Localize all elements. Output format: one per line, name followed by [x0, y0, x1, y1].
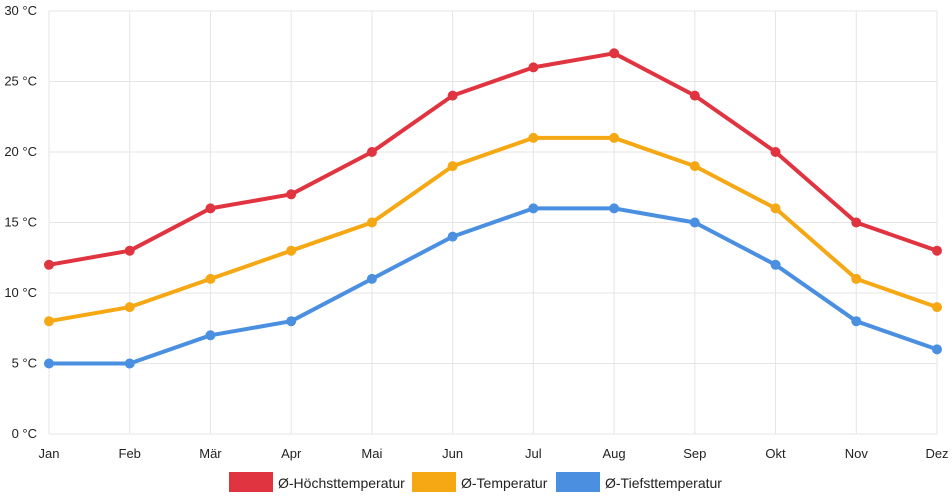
data-point: [528, 203, 539, 214]
series-line-1: [47, 135, 939, 324]
data-point: [44, 358, 54, 369]
legend-swatch: [229, 472, 273, 492]
x-tick-label: Jan: [39, 446, 60, 461]
data-point: [689, 217, 700, 228]
y-tick-label: 15 °C: [4, 215, 37, 230]
y-tick-label: 0 °C: [12, 426, 37, 441]
data-point: [851, 217, 862, 228]
data-point: [124, 358, 135, 369]
data-point: [770, 147, 781, 157]
legend-swatch: [556, 472, 600, 492]
data-point: [770, 203, 781, 214]
data-point: [609, 48, 620, 59]
x-tick-label: Mär: [199, 446, 222, 461]
y-tick-label: 25 °C: [4, 74, 37, 89]
data-point: [528, 132, 539, 143]
data-point: [932, 344, 942, 355]
data-point: [124, 302, 135, 313]
data-point: [205, 330, 216, 341]
data-point: [205, 203, 216, 214]
x-tick-label: Dez: [925, 446, 948, 461]
y-tick-label: 10 °C: [4, 285, 37, 300]
x-tick-label: Mai: [361, 446, 382, 461]
x-tick-label: Apr: [281, 446, 302, 461]
data-point: [851, 316, 862, 327]
y-tick-label: 30 °C: [4, 3, 37, 18]
legend-swatch: [412, 472, 456, 492]
data-point: [851, 273, 862, 284]
x-tick-label: Nov: [845, 446, 869, 461]
data-point: [609, 203, 620, 214]
legend-label: Ø-Temperatur: [461, 475, 548, 491]
data-point: [689, 161, 700, 172]
data-point: [124, 245, 135, 256]
data-point: [286, 189, 297, 200]
data-point: [770, 259, 781, 270]
y-tick-label: 5 °C: [12, 356, 37, 371]
legend-label: Ø-Höchsttemperatur: [278, 475, 405, 491]
data-point: [366, 273, 377, 284]
data-point: [205, 273, 216, 284]
data-point: [286, 316, 297, 327]
data-point: [286, 245, 297, 256]
series-line-0: [47, 51, 939, 267]
x-tick-label: Sep: [683, 446, 706, 461]
data-point: [609, 132, 620, 143]
data-point: [366, 217, 377, 228]
y-tick-label: 20 °C: [4, 144, 37, 159]
data-point: [447, 161, 458, 172]
data-point: [447, 90, 458, 101]
x-tick-label: Feb: [119, 446, 141, 461]
data-point: [528, 62, 539, 73]
x-tick-label: Aug: [603, 446, 626, 461]
legend-label: Ø-Tiefsttemperatur: [605, 475, 722, 491]
data-point: [447, 231, 458, 242]
series-line-2: [47, 206, 939, 366]
data-point: [689, 90, 700, 101]
x-tick-label: Jul: [525, 446, 542, 461]
data-point: [44, 316, 54, 327]
data-point: [932, 302, 942, 313]
x-tick-label: Okt: [765, 446, 786, 461]
data-point: [44, 259, 54, 270]
data-point: [366, 147, 377, 157]
x-tick-label: Jun: [442, 446, 463, 461]
data-point: [932, 245, 942, 256]
